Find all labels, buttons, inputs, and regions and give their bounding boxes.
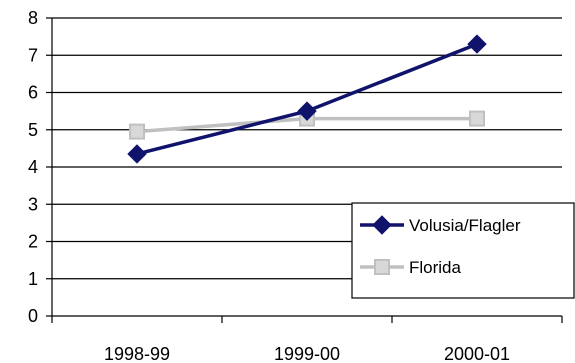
legend-label: Florida xyxy=(409,258,462,277)
series-layer xyxy=(127,34,487,164)
data-point xyxy=(129,123,145,140)
x-tick-label: 2000-01 xyxy=(444,344,510,363)
y-tick-label: 7 xyxy=(28,45,38,65)
data-point xyxy=(127,144,147,164)
x-tick-label: 1999-00 xyxy=(274,344,340,363)
y-tick-labels: 0 1 2 3 4 5 6 7 8 xyxy=(28,8,38,326)
axes xyxy=(46,17,563,323)
x-tick-labels: 1998-99 1999-00 2000-01 xyxy=(104,344,510,363)
legend-item: Volusia/Flagler xyxy=(360,215,521,235)
legend-swatch-marker xyxy=(374,259,390,275)
y-tick-label: 1 xyxy=(28,269,38,289)
legend: Volusia/Flagler Florida xyxy=(351,202,575,299)
data-point xyxy=(297,101,317,121)
y-tick-label: 2 xyxy=(28,232,38,252)
series-volusia-flagler xyxy=(127,34,487,164)
series-line xyxy=(136,42,478,156)
legend-item: Florida xyxy=(360,258,462,277)
x-tick-label: 1998-99 xyxy=(104,344,170,363)
y-tick-label: 5 xyxy=(28,120,38,140)
y-tick-label: 3 xyxy=(28,194,38,214)
legend-label: Volusia/Flagler xyxy=(409,216,521,235)
y-tick-label: 0 xyxy=(28,306,38,326)
y-tick-label: 6 xyxy=(28,83,38,103)
legend-swatch-marker xyxy=(372,215,392,235)
legend-box xyxy=(351,202,575,299)
y-tick-label: 8 xyxy=(28,8,38,28)
data-point xyxy=(467,34,487,54)
y-tick-label: 4 xyxy=(28,157,38,177)
data-point xyxy=(469,110,485,127)
